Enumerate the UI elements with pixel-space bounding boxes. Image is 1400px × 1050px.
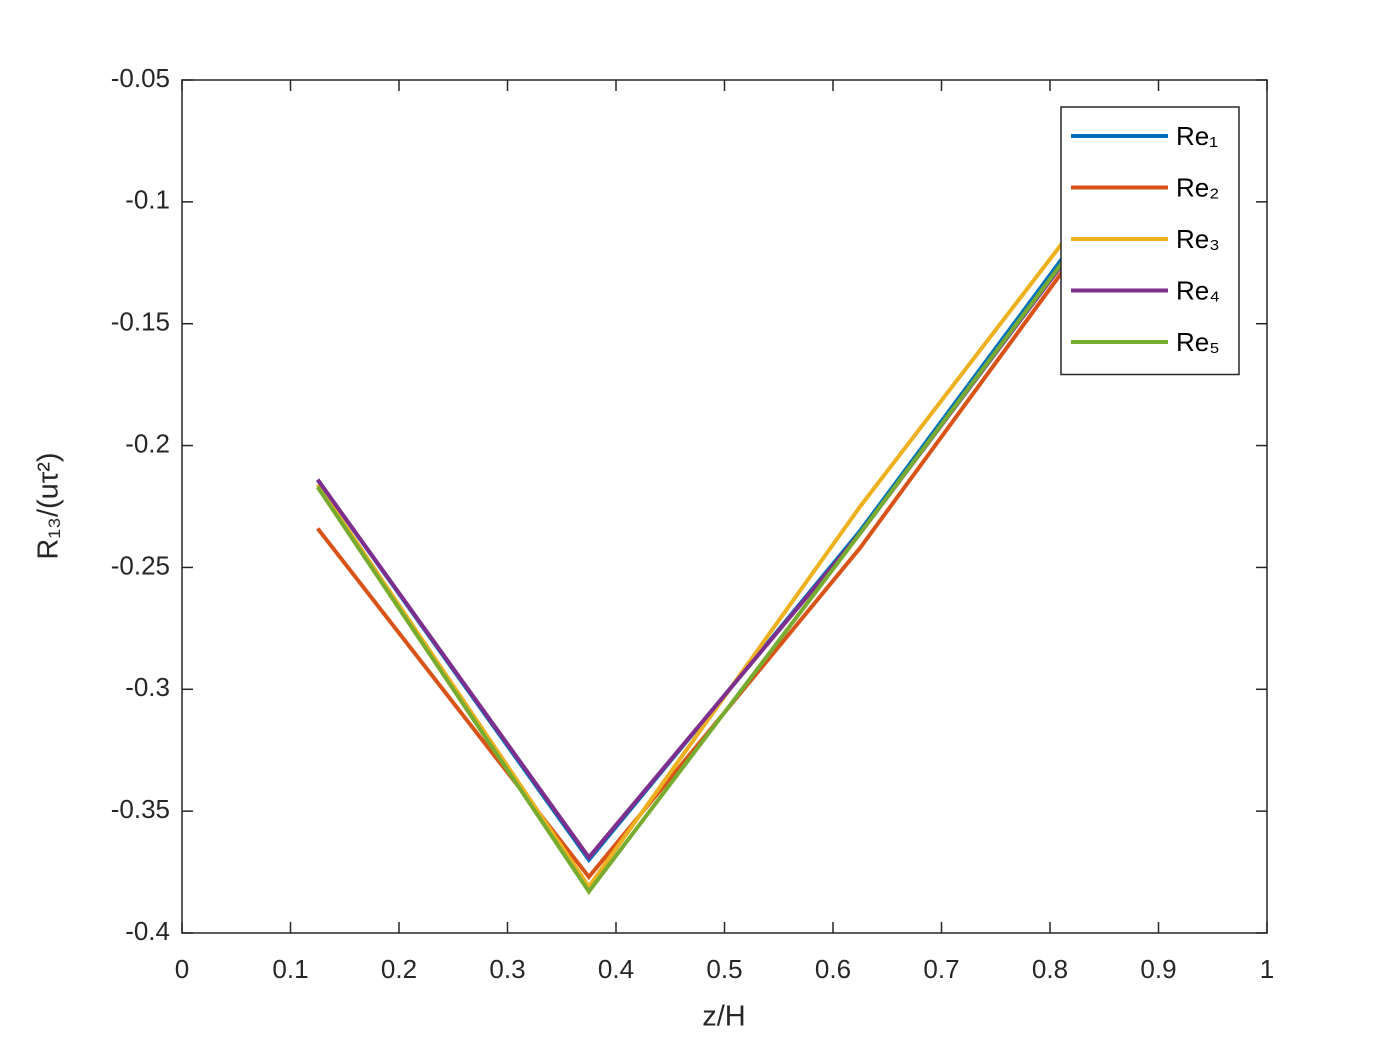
y-tick-label: -0.2 [125, 428, 170, 458]
legend-label: Re₅ [1176, 327, 1220, 357]
y-tick-label: -0.25 [111, 550, 170, 580]
x-tick-label: 0.9 [1140, 954, 1176, 984]
x-axis-label: z/H [702, 1001, 746, 1033]
x-tick-label: 0.2 [381, 954, 417, 984]
y-tick-label: -0.05 [111, 63, 170, 93]
legend-label: Re₄ [1176, 275, 1220, 305]
x-tick-label: 0.8 [1032, 954, 1068, 984]
axes-box [181, 79, 1268, 934]
series-line [315, 168, 1133, 896]
y-tick-label: -0.15 [111, 307, 170, 337]
x-tick-label: 0.4 [598, 954, 634, 984]
y-axis-label: R₁₃/(uτ²) [33, 452, 65, 559]
x-tick-label: 0.7 [923, 954, 959, 984]
y-tick-label: -0.3 [125, 672, 170, 702]
x-tick-label: 0.1 [272, 954, 308, 984]
legend-label: Re₂ [1176, 172, 1219, 202]
x-tick-label: 0.6 [815, 954, 851, 984]
legend-label: Re₁ [1176, 121, 1218, 151]
legend-label: Re₃ [1176, 224, 1220, 254]
y-tick-label: -0.35 [111, 794, 170, 824]
x-tick-label: 0 [175, 954, 189, 984]
x-tick-label: 1 [1260, 954, 1274, 984]
x-tick-label: 0.5 [706, 954, 742, 984]
y-tick-label: -0.4 [125, 916, 170, 946]
y-tick-label: -0.1 [125, 185, 170, 215]
x-tick-label: 0.3 [489, 954, 525, 984]
